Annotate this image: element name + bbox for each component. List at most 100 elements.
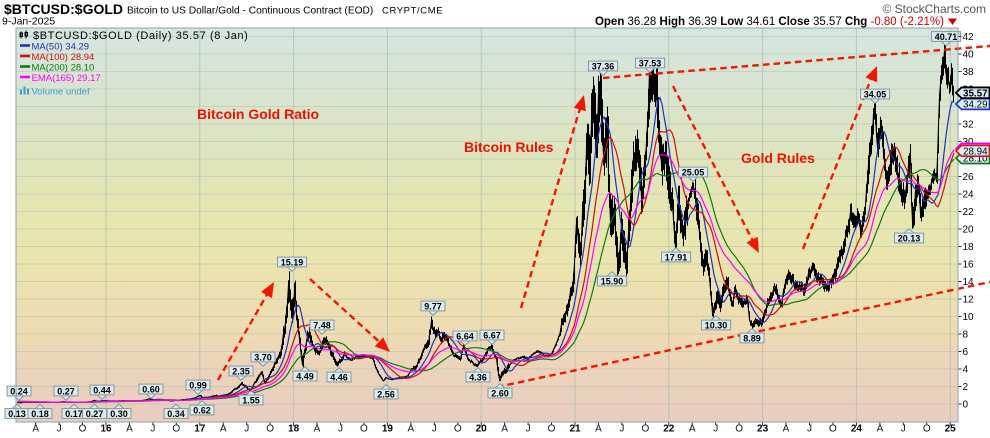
svg-text:38: 38 <box>963 67 975 78</box>
svg-text:9.77: 9.77 <box>424 301 442 311</box>
svg-text:J: J <box>619 424 624 435</box>
svg-text:2.60: 2.60 <box>491 388 509 398</box>
svg-text:16: 16 <box>100 424 112 435</box>
svg-text:14: 14 <box>963 277 975 288</box>
svg-text:0.13: 0.13 <box>8 409 26 419</box>
svg-text:6.67: 6.67 <box>483 330 501 340</box>
svg-text:40: 40 <box>963 50 975 61</box>
svg-text:7.48: 7.48 <box>313 320 331 330</box>
svg-text:MA(200) 28.10: MA(200) 28.10 <box>32 63 95 74</box>
svg-text:J: J <box>432 424 437 435</box>
svg-text:37.53: 37.53 <box>639 58 662 68</box>
svg-text:2.56: 2.56 <box>377 389 395 399</box>
svg-text:EMA(165) 29.17: EMA(165) 29.17 <box>32 73 101 84</box>
svg-text:18: 18 <box>963 242 975 253</box>
svg-text:0.27: 0.27 <box>57 386 75 396</box>
svg-text:O: O <box>79 424 87 435</box>
svg-text:O: O <box>735 424 743 435</box>
svg-text:A: A <box>32 424 39 435</box>
svg-text:CRYPT/CME: CRYPT/CME <box>382 6 443 17</box>
svg-text:Gold Rules: Gold Rules <box>741 150 815 166</box>
svg-text:30: 30 <box>963 137 975 148</box>
svg-text:0.34: 0.34 <box>167 409 185 419</box>
svg-text:Bitcoin to US Dollar/Gold - Co: Bitcoin to US Dollar/Gold - Continuous C… <box>127 6 373 17</box>
svg-text:17.91: 17.91 <box>665 252 688 262</box>
svg-text:37.36: 37.36 <box>592 61 615 71</box>
svg-text:25.05: 25.05 <box>682 167 705 177</box>
svg-text:20: 20 <box>476 424 488 435</box>
svg-text:4: 4 <box>963 365 969 376</box>
svg-text:A: A <box>783 424 790 435</box>
svg-text:$BTCUSD:$GOLD (Daily) 35.57 (8: $BTCUSD:$GOLD (Daily) 35.57 (8 Jan) <box>33 30 248 42</box>
svg-text:18: 18 <box>288 424 300 435</box>
svg-text:0.60: 0.60 <box>142 384 160 394</box>
svg-text:MA(50) 34.29: MA(50) 34.29 <box>32 42 90 53</box>
svg-text:J: J <box>338 424 343 435</box>
svg-text:Bitcoin Rules: Bitcoin Rules <box>464 139 554 155</box>
svg-text:22: 22 <box>663 424 675 435</box>
svg-text:0.99: 0.99 <box>189 380 207 390</box>
svg-text:O: O <box>923 424 931 435</box>
svg-text:O: O <box>360 424 368 435</box>
svg-text:O: O <box>266 424 274 435</box>
svg-text:A: A <box>407 424 414 435</box>
svg-text:J: J <box>150 424 155 435</box>
svg-text:28.94: 28.94 <box>963 146 988 157</box>
svg-text:32: 32 <box>963 120 975 131</box>
svg-text:O: O <box>172 424 180 435</box>
svg-text:23: 23 <box>757 424 769 435</box>
svg-text:9-Jan-2025: 9-Jan-2025 <box>2 16 55 28</box>
svg-text:0.18: 0.18 <box>31 409 49 419</box>
svg-text:10: 10 <box>963 312 975 323</box>
svg-text:$BTCUSD:$GOLD: $BTCUSD:$GOLD <box>4 1 123 17</box>
svg-text:2.35: 2.35 <box>232 366 250 376</box>
svg-text:4.46: 4.46 <box>330 372 348 382</box>
svg-text:J: J <box>244 424 249 435</box>
svg-text:Open 36.28 High 36.39 Low 34.6: Open 36.28 High 36.39 Low 34.61 Close 35… <box>595 16 944 28</box>
svg-text:16: 16 <box>963 260 975 271</box>
svg-text:0.30: 0.30 <box>110 409 128 419</box>
svg-text:10.30: 10.30 <box>705 320 728 330</box>
svg-text:MA(100) 28.94: MA(100) 28.94 <box>32 52 95 63</box>
svg-text:A: A <box>220 424 227 435</box>
svg-text:0.17: 0.17 <box>65 409 83 419</box>
svg-text:28.10: 28.10 <box>963 154 988 165</box>
svg-text:24: 24 <box>963 190 975 201</box>
svg-text:0.27: 0.27 <box>86 409 104 419</box>
svg-text:O: O <box>548 424 556 435</box>
svg-text:O: O <box>642 424 650 435</box>
svg-text:42: 42 <box>963 32 975 43</box>
svg-text:0: 0 <box>963 400 969 411</box>
svg-text:22: 22 <box>963 207 975 218</box>
svg-text:A: A <box>126 424 133 435</box>
svg-text:J: J <box>57 424 62 435</box>
svg-text:4.49: 4.49 <box>296 371 314 381</box>
svg-text:A: A <box>689 424 696 435</box>
svg-text:4.36: 4.36 <box>469 372 487 382</box>
svg-text:J: J <box>713 424 718 435</box>
svg-text:0.24: 0.24 <box>10 386 28 396</box>
svg-text:6: 6 <box>963 347 969 358</box>
svg-text:8.89: 8.89 <box>743 333 761 343</box>
svg-text:A: A <box>501 424 508 435</box>
svg-text:Bitcoin Gold Ratio: Bitcoin Gold Ratio <box>197 106 319 122</box>
svg-text:O: O <box>454 424 462 435</box>
svg-text:© StockCharts.com: © StockCharts.com <box>882 2 986 16</box>
svg-text:15.19: 15.19 <box>281 257 304 267</box>
svg-text:34.05: 34.05 <box>864 89 887 99</box>
svg-text:40.71: 40.71 <box>935 32 958 42</box>
svg-text:J: J <box>901 424 906 435</box>
svg-text:2: 2 <box>963 382 969 393</box>
svg-text:J: J <box>526 424 531 435</box>
svg-text:20.13: 20.13 <box>898 233 921 243</box>
svg-text:Volume undef: Volume undef <box>32 87 90 98</box>
svg-text:8: 8 <box>963 330 969 341</box>
svg-text:12: 12 <box>963 295 975 306</box>
svg-text:25: 25 <box>945 424 957 435</box>
svg-text:3.70: 3.70 <box>254 352 272 362</box>
svg-text:21: 21 <box>569 424 581 435</box>
svg-text:26: 26 <box>963 172 975 183</box>
svg-text:34.29: 34.29 <box>963 100 988 111</box>
svg-text:A: A <box>314 424 321 435</box>
svg-text:A: A <box>595 424 602 435</box>
